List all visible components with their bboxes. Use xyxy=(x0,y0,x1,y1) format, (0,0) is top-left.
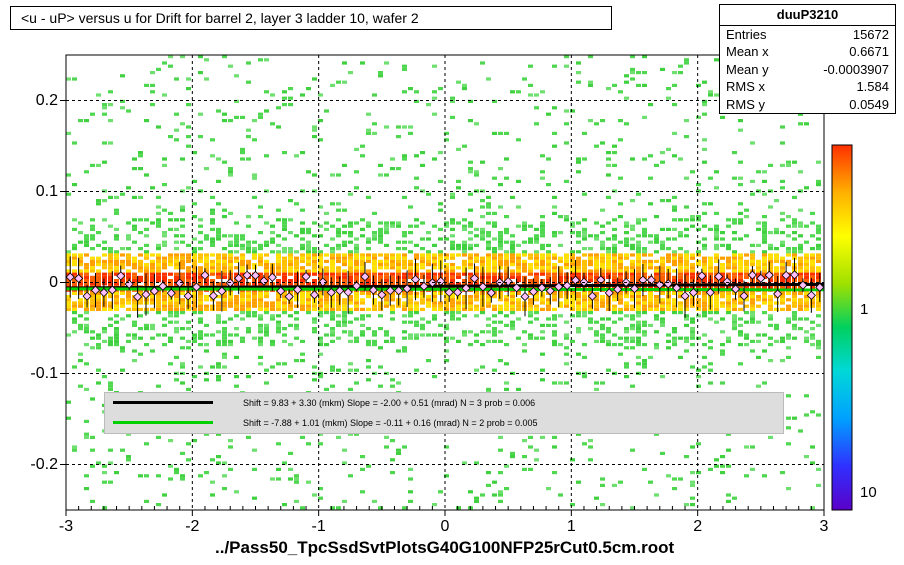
y-tick-label: 0 xyxy=(26,274,58,292)
colorbar-tick: 10 xyxy=(860,484,877,501)
legend-line-sample xyxy=(113,421,213,424)
y-tick-label: 0.1 xyxy=(26,183,58,201)
x-tick-label: 3 xyxy=(820,518,829,536)
y-tick-label: 0.2 xyxy=(26,92,58,110)
stats-row: RMS y0.0549 xyxy=(720,96,895,114)
legend-line-sample xyxy=(113,401,213,404)
stats-name: duuP3210 xyxy=(720,5,895,26)
stats-row: Mean y-0.0003907 xyxy=(720,61,895,79)
y-tick-label: -0.1 xyxy=(26,365,58,383)
x-tick-label: -1 xyxy=(312,518,326,536)
stats-row: Mean x0.6671 xyxy=(720,43,895,61)
stats-row: RMS x1.584 xyxy=(720,78,895,96)
stats-row: Entries15672 xyxy=(720,26,895,44)
legend-row: Shift = -7.88 + 1.01 (mkm) Slope = -0.11… xyxy=(105,413,783,433)
plot-title-box: <u - uP> versus u for Drift for barrel 2… xyxy=(10,6,612,30)
plot-title: <u - uP> versus u for Drift for barrel 2… xyxy=(21,10,419,26)
x-tick-label: -2 xyxy=(185,518,199,536)
fit-legend: Shift = 9.83 + 3.30 (mkm) Slope = -2.00 … xyxy=(104,392,784,434)
x-tick-label: 0 xyxy=(441,518,450,536)
legend-text: Shift = 9.83 + 3.30 (mkm) Slope = -2.00 … xyxy=(243,398,535,408)
legend-row: Shift = 9.83 + 3.30 (mkm) Slope = -2.00 … xyxy=(105,393,783,413)
file-path-label: ../Pass50_TpcSsdSvtPlotsG40G100NFP25rCut… xyxy=(215,538,674,558)
colorbar-tick: 1 xyxy=(860,301,868,318)
y-tick-label: -0.2 xyxy=(26,456,58,474)
x-tick-label: -3 xyxy=(59,518,73,536)
x-tick-label: 2 xyxy=(693,518,702,536)
x-tick-label: 1 xyxy=(567,518,576,536)
legend-text: Shift = -7.88 + 1.01 (mkm) Slope = -0.11… xyxy=(243,418,538,428)
stats-box: duuP3210 Entries15672Mean x0.6671Mean y-… xyxy=(719,4,896,114)
